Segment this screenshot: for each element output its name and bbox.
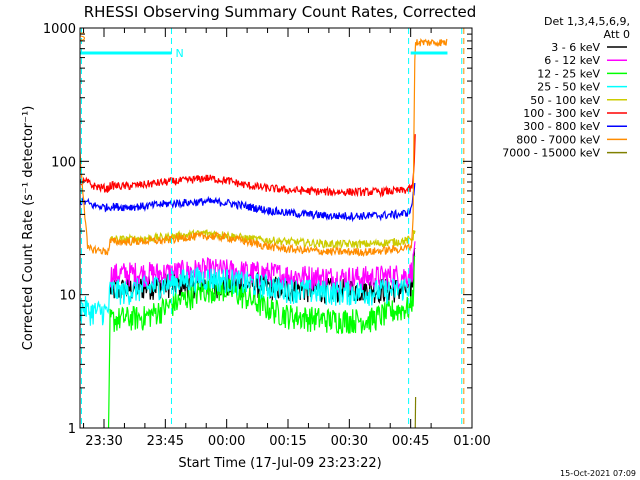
footer-timestamp: 15-Oct-2021 07:09 xyxy=(560,469,636,478)
series-group: SN xyxy=(79,28,465,428)
series-line-1 xyxy=(109,241,416,293)
legend-label-2: 12 - 25 keV xyxy=(537,67,600,80)
series-line-3 xyxy=(80,266,411,326)
y-axis: 1 10 100 1000 xyxy=(43,22,472,437)
chart-title: RHESSI Observing Summary Count Rates, Co… xyxy=(84,3,477,21)
series-line-5 xyxy=(80,134,416,199)
y-tick-label-1: 10 xyxy=(59,289,76,304)
legend-label-1: 6 - 12 keV xyxy=(544,54,600,67)
legend-label-4: 50 - 100 keV xyxy=(530,94,600,107)
legend-label-7: 800 - 7000 keV xyxy=(516,133,600,146)
y-tick-label-0: 1 xyxy=(68,422,76,437)
legend-label-5: 100 - 300 keV xyxy=(523,107,600,120)
x-tick-label-1: 23:45 xyxy=(147,434,184,449)
series-line-7 xyxy=(80,38,448,258)
series-line-8 xyxy=(414,396,417,428)
legend-label-0: 3 - 6 keV xyxy=(551,41,600,54)
x-tick-label-4: 00:30 xyxy=(331,434,368,449)
y-tick-label-2: 100 xyxy=(51,155,76,170)
annotation-0: S xyxy=(79,31,86,44)
series-line-6 xyxy=(80,182,416,223)
legend-label-3: 25 - 50 keV xyxy=(537,81,600,94)
legend-header-line-2: Att 0 xyxy=(604,28,630,41)
plot-area: SN xyxy=(79,28,465,428)
x-axis-label: Start Time (17-Jul-09 23:23:22) xyxy=(178,456,381,471)
x-tick-label-6: 01:00 xyxy=(453,434,490,449)
y-axis-label: Corrected Count Rate (s⁻¹ detector⁻¹) xyxy=(21,106,36,351)
series-line-0 xyxy=(109,247,416,305)
plot-frame xyxy=(79,27,473,429)
legend-label-8: 7000 - 15000 keV xyxy=(502,147,600,160)
legend-label-6: 300 - 800 keV xyxy=(523,120,600,133)
x-tick-label-5: 00:45 xyxy=(392,434,429,449)
legend-header-line-1: Det 1,3,4,5,6,9, xyxy=(544,15,630,28)
annotation-1: N xyxy=(176,47,184,60)
x-tick-label-3: 00:15 xyxy=(269,434,306,449)
series-line-4 xyxy=(109,228,416,250)
x-axis: 23:30 23:45 00:00 00:15 00:30 00:45 01:00 xyxy=(83,28,491,449)
x-tick-label-0: 23:30 xyxy=(85,434,122,449)
series-line-2 xyxy=(107,255,416,428)
y-tick-label-3: 1000 xyxy=(43,22,76,37)
x-tick-label-2: 00:00 xyxy=(208,434,245,449)
